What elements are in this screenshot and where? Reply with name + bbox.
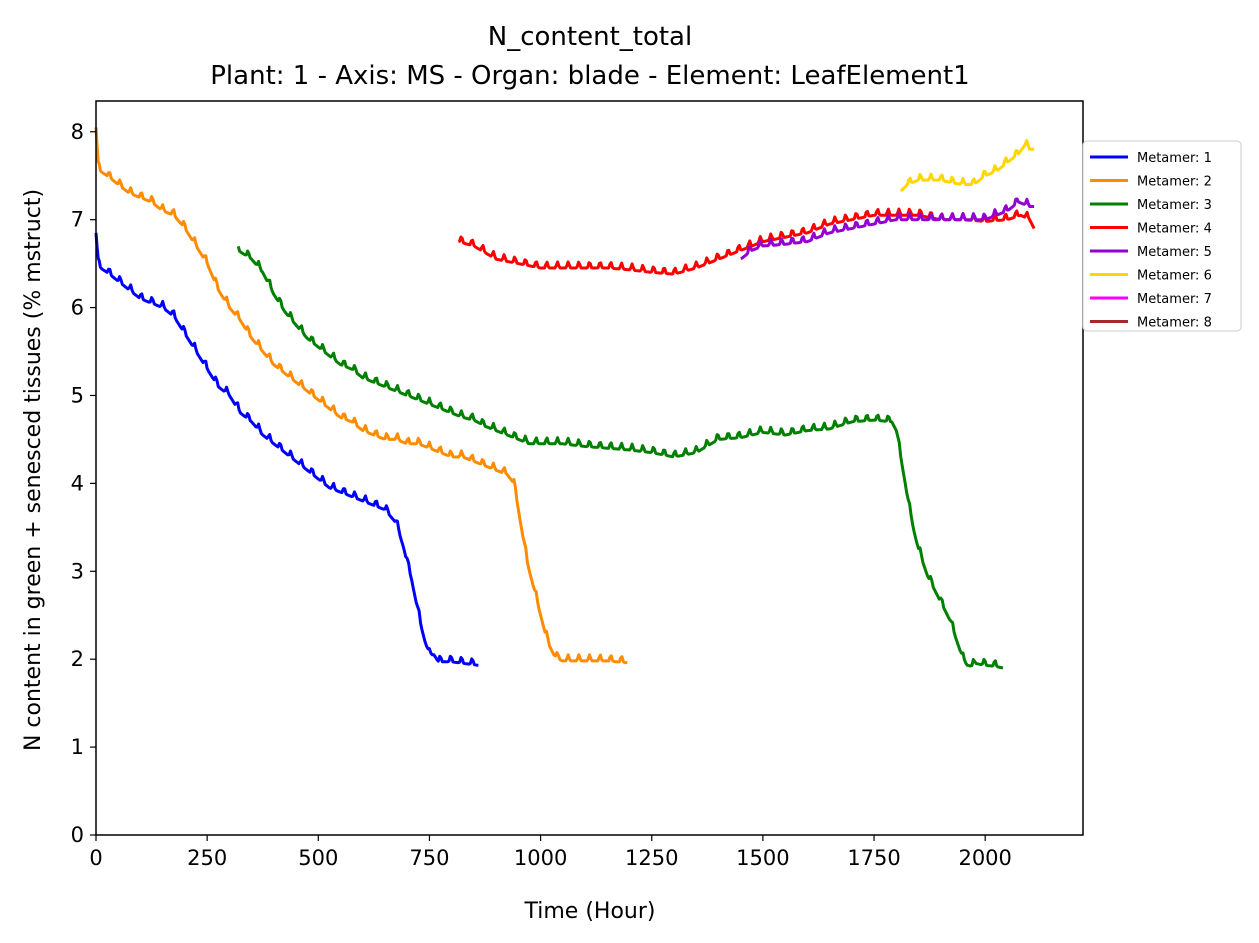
legend-label-metamer-2: Metamer: 2 — [1137, 175, 1212, 190]
x-tick-label: 250 — [187, 846, 227, 870]
y-tick-label: 0 — [71, 823, 84, 847]
x-axis: 0 250 500 750 1000 1250 1500 1750 2000 — [89, 835, 1012, 870]
y-axis: 0 1 2 3 4 5 6 7 8 — [71, 120, 96, 847]
legend: Metamer: 1 Metamer: 2 Metamer: 3 Metamer: 4… — [1082, 140, 1242, 332]
legend-box — [1082, 140, 1242, 332]
y-tick-label: 1 — [71, 735, 84, 759]
y-tick-label: 8 — [71, 120, 84, 144]
series-line-metamer-2 — [94, 127, 628, 665]
legend-label-metamer-3: Metamer: 3 — [1137, 198, 1212, 213]
series-line-metamer-6 — [899, 139, 1035, 193]
chart-subtitle: Plant: 1 - Axis: MS - Organ: blade - Ele… — [210, 61, 969, 91]
x-tick-label: 1750 — [847, 846, 900, 870]
x-tick-label: 1250 — [625, 846, 678, 870]
y-tick-label: 2 — [71, 647, 84, 671]
x-tick-label: 2000 — [958, 846, 1011, 870]
legend-label-metamer-1: Metamer: 1 — [1137, 151, 1212, 166]
series-line-metamer-3 — [236, 246, 1004, 670]
legend-label-metamer-5: Metamer: 5 — [1137, 245, 1212, 260]
x-tick-label: 1000 — [514, 846, 567, 870]
legend-label-metamer-8: Metamer: 8 — [1137, 316, 1212, 331]
x-tick-label: 1500 — [736, 846, 789, 870]
series-line-metamer-5 — [740, 197, 1035, 260]
plot-frame — [95, 100, 1084, 836]
chart-title: N_content_total — [488, 22, 692, 52]
x-tick-label: 750 — [409, 846, 449, 870]
y-tick-label: 7 — [71, 208, 84, 232]
x-axis-label: Time (Hour) — [524, 899, 656, 924]
legend-label-metamer-7: Metamer: 7 — [1137, 292, 1212, 307]
x-tick-label: 0 — [89, 846, 102, 870]
series-line-metamer-1 — [94, 232, 479, 667]
y-tick-label: 5 — [71, 383, 84, 407]
series-layer — [94, 127, 1036, 670]
legend-label-metamer-4: Metamer: 4 — [1137, 222, 1212, 237]
y-axis-label: N content in green + senesced tissues (%… — [21, 189, 46, 751]
y-tick-label: 6 — [71, 296, 84, 320]
legend-label-metamer-6: Metamer: 6 — [1137, 269, 1212, 284]
y-tick-label: 4 — [71, 471, 84, 495]
y-tick-label: 3 — [71, 559, 84, 583]
x-tick-label: 500 — [298, 846, 338, 870]
